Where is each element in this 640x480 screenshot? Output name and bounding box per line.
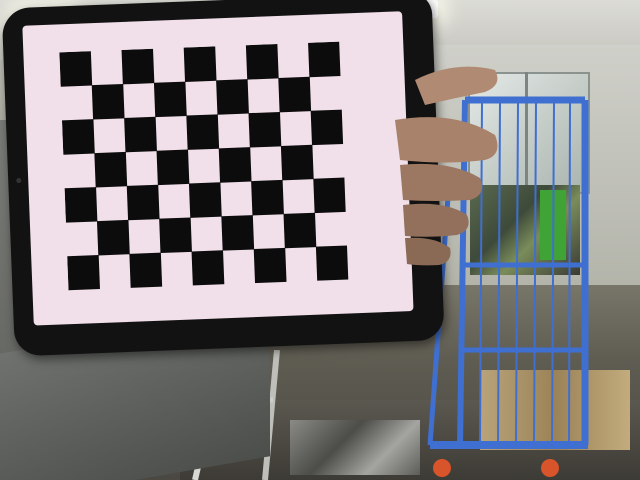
checkerboard-pattern [59, 41, 349, 291]
checker-square [280, 144, 314, 181]
cabinet-divider [525, 72, 528, 190]
checker-square [251, 179, 284, 216]
checker-square [216, 79, 249, 115]
checker-square [283, 212, 317, 249]
checker-square [221, 215, 255, 251]
checker-square [153, 81, 187, 118]
checker-square [61, 119, 95, 155]
checker-square [121, 48, 155, 85]
checker-square [126, 184, 160, 221]
checker-square [129, 252, 163, 289]
checker-square [218, 147, 252, 183]
tablet-screen [22, 11, 414, 326]
checker-square [159, 217, 192, 254]
checker-square [245, 44, 279, 80]
cardboard-boxes [480, 370, 630, 450]
checker-square [96, 219, 130, 256]
checker-square [91, 83, 125, 120]
checker-square [156, 149, 190, 186]
tablet-device [1, 0, 445, 357]
holding-hand [395, 66, 498, 266]
checker-square [186, 114, 220, 150]
checker-square [308, 41, 341, 78]
checker-square [191, 250, 225, 286]
checker-square [310, 109, 344, 146]
checker-square [124, 116, 157, 153]
checker-square [64, 187, 98, 223]
checker-square [188, 182, 222, 218]
checker-square [183, 46, 217, 82]
floor-machinery [290, 420, 420, 475]
checker-square [67, 255, 100, 291]
checker-square [59, 51, 93, 87]
checker-square [313, 177, 347, 214]
checker-square [248, 111, 282, 148]
checker-square [278, 76, 312, 113]
tablet-camera [16, 177, 22, 184]
checker-square [315, 245, 349, 282]
checker-square [253, 247, 287, 284]
checker-square [94, 151, 128, 188]
